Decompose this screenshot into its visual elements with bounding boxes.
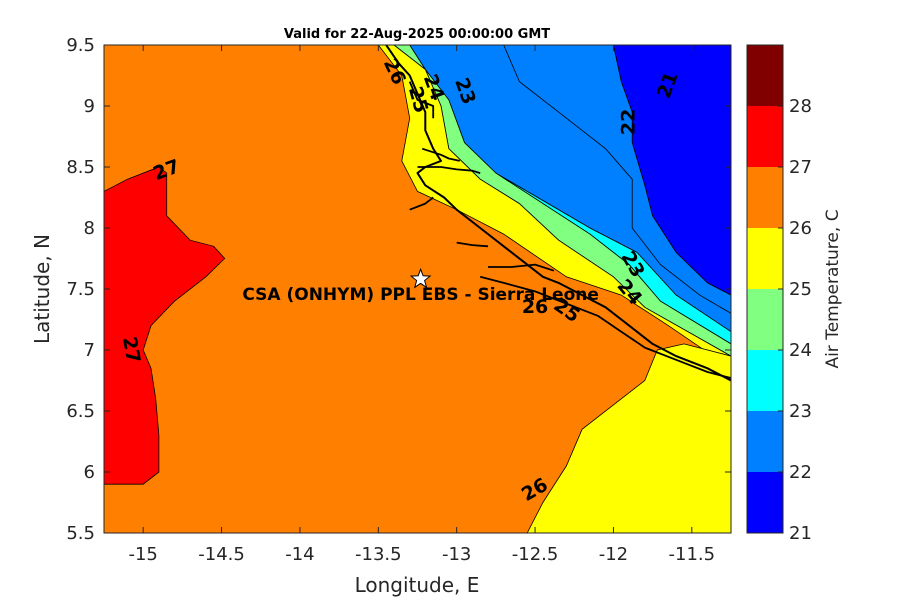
colorbar-segment-26 bbox=[747, 167, 783, 228]
y-tick-label-3: 7 bbox=[84, 340, 95, 361]
colorbar-segment-21 bbox=[747, 472, 783, 533]
colorbar-segment-28 bbox=[747, 45, 783, 106]
y-tick-label-1: 6 bbox=[84, 462, 95, 483]
site-star-marker bbox=[409, 267, 432, 289]
colorbar-tick-label-4: 25 bbox=[789, 279, 812, 300]
x-tick-label-1: -14.5 bbox=[198, 544, 245, 565]
x-tick-label-5: -12.5 bbox=[512, 544, 559, 565]
coastline-segment-0 bbox=[385, 45, 731, 382]
colorbar-tick-label-3: 24 bbox=[789, 340, 812, 361]
contour-regions bbox=[104, 45, 731, 533]
colorbar-segment-22 bbox=[747, 411, 783, 472]
colorbar-segment-24 bbox=[747, 289, 783, 350]
x-tick-label-7: -11.5 bbox=[669, 544, 716, 565]
x-tick-label-3: -13.5 bbox=[355, 544, 402, 565]
coastline-segment-6 bbox=[488, 263, 555, 272]
y-axis-ticks: 5.5 6 6.5 7 7.5 8 8.5 9 9.5 bbox=[66, 35, 731, 544]
x-axis-ticks: -15 -14.5 -14 -13.5 -13 -12.5 -12 -11.5 bbox=[128, 45, 715, 565]
site-annotation: CSA (ONHYM) PPL EBS - Sierra Leone bbox=[242, 267, 599, 305]
contour-region-25-5 bbox=[377, 45, 731, 369]
colorbar: 21 22 23 24 25 26 27 28 bbox=[746, 44, 812, 544]
coastline-segment-1 bbox=[417, 166, 481, 174]
site-label: CSA (ONHYM) PPL EBS - Sierra Leone bbox=[242, 285, 599, 305]
x-tick-label-6: -12 bbox=[599, 544, 628, 565]
coastline-segment-3 bbox=[408, 81, 435, 119]
colorbar-label: Air Temperature, C bbox=[823, 209, 843, 368]
contour-label-6: 22 bbox=[618, 109, 640, 135]
coastline-segment-5 bbox=[456, 241, 489, 248]
y-tick-label-4: 7.5 bbox=[66, 279, 95, 300]
colorbar-tick-label-5: 26 bbox=[789, 218, 812, 239]
coastline-segment-2 bbox=[421, 147, 460, 162]
colorbar-tick-label-1: 22 bbox=[789, 462, 812, 483]
colorbar-segment-25 bbox=[747, 228, 783, 289]
y-tick-label-7: 9 bbox=[84, 96, 95, 117]
y-tick-label-2: 6.5 bbox=[66, 401, 95, 422]
coastline bbox=[385, 45, 731, 382]
colorbar-segment-27 bbox=[747, 106, 783, 167]
y-axis-label: Latitude, N bbox=[30, 234, 54, 344]
colorbar-tick-label-6: 27 bbox=[789, 157, 812, 178]
x-tick-label-2: -14 bbox=[285, 544, 314, 565]
colorbar-tick-label-2: 23 bbox=[789, 401, 812, 422]
colorbar-tick-label-7: 28 bbox=[789, 96, 812, 117]
x-tick-label-4: -13 bbox=[442, 544, 471, 565]
x-tick-label-0: -15 bbox=[128, 544, 157, 565]
y-tick-label-0: 5.5 bbox=[66, 523, 95, 544]
y-tick-label-8: 9.5 bbox=[66, 35, 95, 56]
contour-label-11: 26 bbox=[522, 296, 548, 318]
chart-title: Valid for 22-Aug-2025 00:00:00 GMT bbox=[284, 27, 550, 42]
contour-label-1: 27 bbox=[118, 335, 144, 365]
contour-region-21-2 bbox=[503, 45, 731, 314]
y-tick-label-5: 8 bbox=[84, 218, 95, 239]
contour-region-25-6 bbox=[526, 343, 731, 533]
coastline-segment-7 bbox=[479, 275, 731, 379]
colorbar-tick-label-0: 21 bbox=[789, 523, 812, 544]
x-axis-label: Longitude, E bbox=[355, 573, 480, 597]
contour-region-27-7 bbox=[104, 166, 226, 485]
colorbar-segment-23 bbox=[747, 350, 783, 411]
y-tick-label-6: 8.5 bbox=[66, 157, 95, 178]
coastline-segment-4 bbox=[409, 196, 434, 211]
